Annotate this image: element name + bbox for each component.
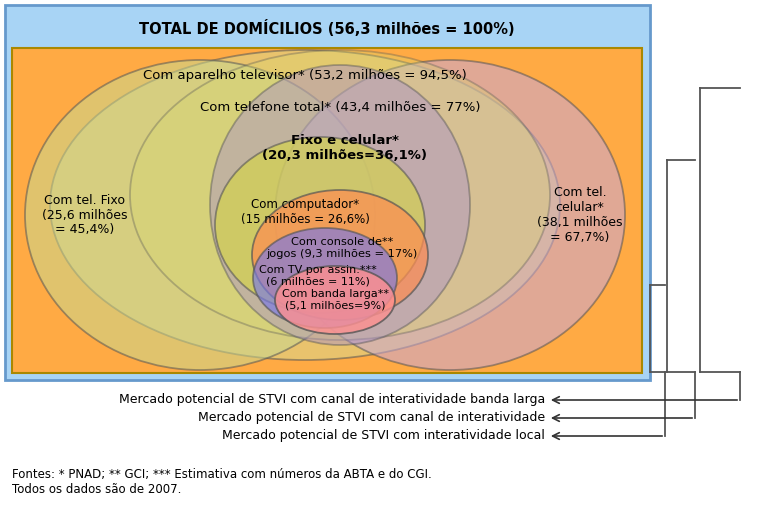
Text: Com tel.
celular*
(38,1 milhões
= 67,7%): Com tel. celular* (38,1 milhões = 67,7%) (538, 186, 623, 244)
Ellipse shape (253, 228, 397, 328)
Text: Mercado potencial de STVI com canal de interatividade banda larga: Mercado potencial de STVI com canal de i… (119, 393, 545, 406)
Bar (5, 5, 650, 380)
Text: Com tel. Fixo
(25,6 milhões
= 45,4%): Com tel. Fixo (25,6 milhões = 45,4%) (42, 193, 127, 237)
Bar (12, 48, 642, 373)
Ellipse shape (25, 60, 375, 370)
Text: Com banda larga**
(5,1 milhões=9%): Com banda larga** (5,1 milhões=9%) (282, 289, 389, 311)
Ellipse shape (215, 137, 425, 313)
Ellipse shape (275, 266, 395, 334)
Text: Mercado potencial de STVI com canal de interatividade: Mercado potencial de STVI com canal de i… (198, 412, 545, 425)
Text: Fontes: * PNAD; ** GCI; *** Estimativa com números da ABTA e do CGI.
Todos os da: Fontes: * PNAD; ** GCI; *** Estimativa c… (12, 468, 432, 496)
Text: Fixo e celular*
(20,3 milhões=36,1%): Fixo e celular* (20,3 milhões=36,1%) (263, 134, 428, 162)
Ellipse shape (50, 50, 560, 360)
Text: Mercado potencial de STVI com interatividade local: Mercado potencial de STVI com interativi… (222, 429, 545, 442)
Text: Com telefone total* (43,4 milhões = 77%): Com telefone total* (43,4 milhões = 77%) (200, 102, 480, 115)
Text: Com TV por assin.***
(6 milhões = 11%): Com TV por assin.*** (6 milhões = 11%) (259, 265, 377, 287)
Text: Com aparelho televisor* (53,2 milhões = 94,5%): Com aparelho televisor* (53,2 milhões = … (143, 68, 467, 81)
Ellipse shape (130, 50, 550, 340)
Text: Com computador*
(15 milhões = 26,6%): Com computador* (15 milhões = 26,6%) (240, 198, 369, 226)
Text: TOTAL DE DOMÍCILIOS (56,3 milhões = 100%): TOTAL DE DOMÍCILIOS (56,3 milhões = 100%… (139, 19, 515, 36)
Ellipse shape (210, 65, 470, 345)
Text: Com console de**
jogos (9,3 milhões = 17%): Com console de** jogos (9,3 milhões = 17… (266, 237, 418, 259)
Ellipse shape (252, 190, 428, 320)
Ellipse shape (275, 60, 625, 370)
